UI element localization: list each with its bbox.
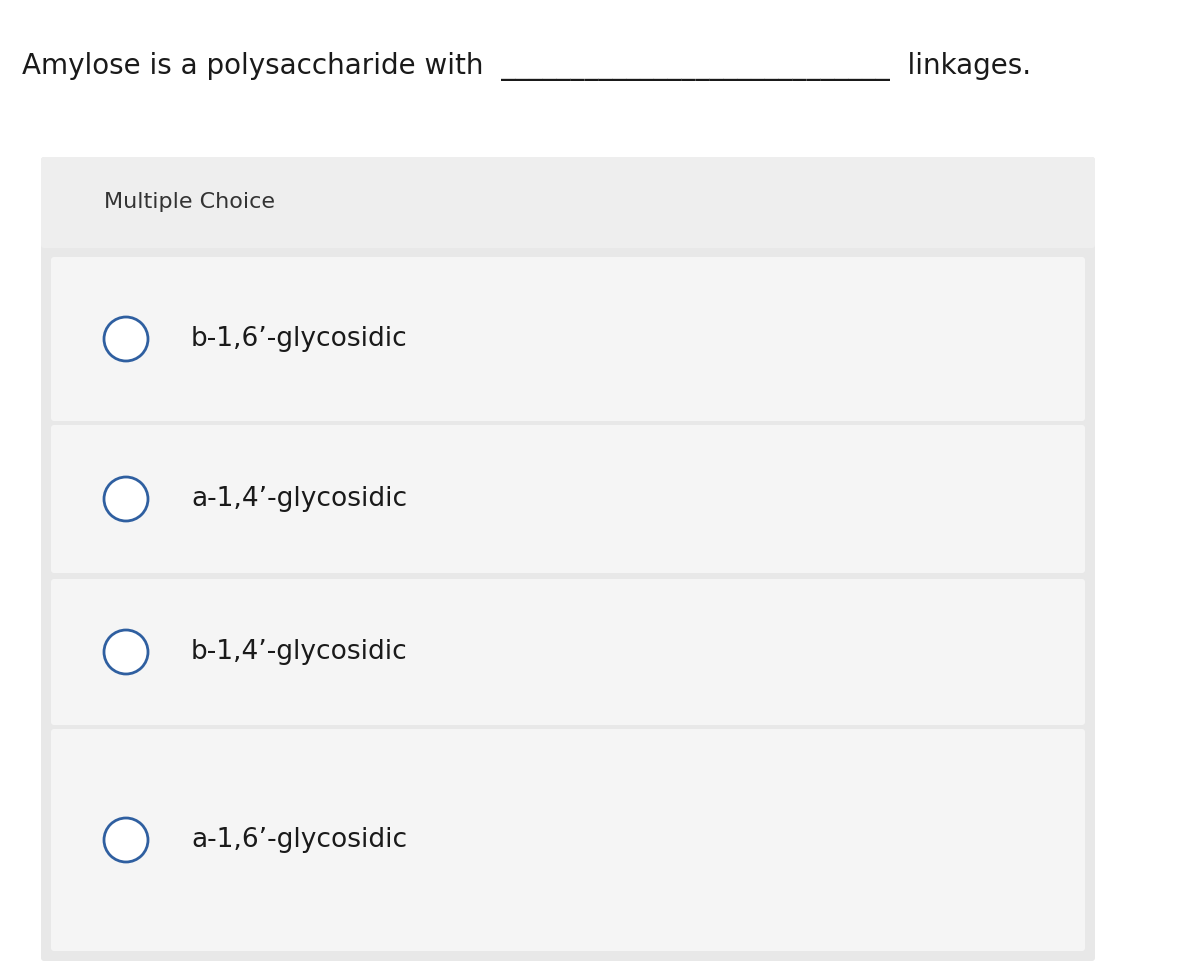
Text: b-1,4’-glycosidic: b-1,4’-glycosidic — [191, 639, 408, 665]
FancyBboxPatch shape — [50, 257, 1085, 421]
Text: Amylose is a polysaccharide with  ____________________________  linkages.: Amylose is a polysaccharide with _______… — [22, 52, 1031, 81]
Ellipse shape — [104, 630, 148, 674]
FancyBboxPatch shape — [41, 157, 1096, 248]
FancyBboxPatch shape — [41, 157, 1096, 961]
Ellipse shape — [104, 317, 148, 361]
FancyBboxPatch shape — [50, 729, 1085, 951]
Text: a-1,6’-glycosidic: a-1,6’-glycosidic — [191, 827, 407, 853]
Text: Multiple Choice: Multiple Choice — [104, 192, 275, 212]
Ellipse shape — [104, 477, 148, 521]
Ellipse shape — [104, 818, 148, 862]
FancyBboxPatch shape — [50, 579, 1085, 725]
FancyBboxPatch shape — [50, 425, 1085, 573]
Text: b-1,6’-glycosidic: b-1,6’-glycosidic — [191, 326, 408, 352]
Text: a-1,4’-glycosidic: a-1,4’-glycosidic — [191, 486, 407, 512]
